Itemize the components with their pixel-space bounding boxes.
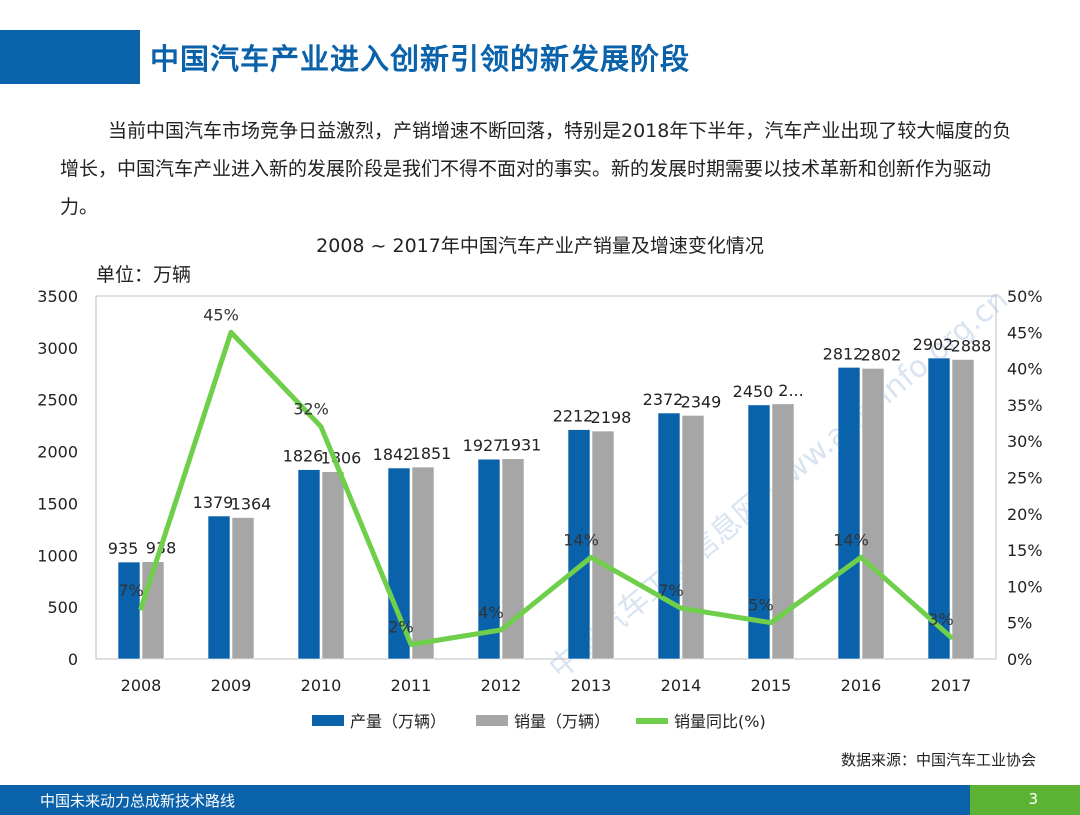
bar-sales xyxy=(771,403,795,660)
title-accent-bar xyxy=(0,30,140,84)
bar-production-label: 1842 xyxy=(373,445,414,464)
legend-swatch-production xyxy=(312,715,344,726)
growth-point-label: 45% xyxy=(203,305,239,324)
y-left-tick-label: 2000 xyxy=(37,443,78,462)
bar-sales-label: 1851 xyxy=(411,444,452,463)
bar-sales xyxy=(411,466,435,660)
growth-point-label: 32% xyxy=(293,400,329,419)
bar-production xyxy=(297,469,321,660)
y-right-tick-label: 35% xyxy=(1007,396,1043,415)
bar-production-label: 2812 xyxy=(823,344,864,363)
bar-production xyxy=(567,429,591,660)
x-tick-label: 2008 xyxy=(121,676,162,695)
bar-sales-label: 2198 xyxy=(591,408,632,427)
bar-production-label: 1927 xyxy=(463,436,504,455)
y-left-tick-label: 3500 xyxy=(37,287,78,306)
bar-production xyxy=(657,412,681,660)
y-right-tick-label: 25% xyxy=(1007,469,1043,488)
bar-sales xyxy=(321,471,345,660)
bar-sales-label: 1931 xyxy=(501,436,542,455)
footer-bar: 中国未来动力总成新技术路线 3 xyxy=(0,785,1080,815)
footer-accent: 3 xyxy=(970,785,1080,815)
bar-production-label: 2372 xyxy=(643,390,684,409)
intro-text: 当前中国汽车市场竞争日益激烈，产销增速不断回落，特别是2018年下半年，汽车产业… xyxy=(60,120,1012,218)
bar-production-label: 2902 xyxy=(913,335,954,354)
y-left-tick-label: 3000 xyxy=(37,339,78,358)
bar-production-label: 2212 xyxy=(553,407,594,426)
intro-paragraph: 当前中国汽车市场竞争日益激烈，产销增速不断回落，特别是2018年下半年，汽车产业… xyxy=(60,112,1020,226)
growth-line xyxy=(138,329,954,647)
y-right-tick-label: 40% xyxy=(1007,360,1043,379)
plot-area xyxy=(95,295,997,660)
bar-sales xyxy=(951,359,975,660)
growth-point-label: 7% xyxy=(658,581,683,600)
y-left-tick-label: 0 xyxy=(68,650,78,669)
bar-production-label: 1826 xyxy=(283,447,324,466)
growth-point-label: 4% xyxy=(478,603,503,622)
bar-sales-label: 2349 xyxy=(681,392,722,411)
bar-sales-label: 1806 xyxy=(321,449,362,468)
y-left-tick-label: 1000 xyxy=(37,546,78,565)
x-tick-label: 2017 xyxy=(931,676,972,695)
growth-point-label: 2% xyxy=(388,617,413,636)
bar-sales-label: 2802 xyxy=(861,345,902,364)
x-tick-label: 2010 xyxy=(301,676,342,695)
x-tick-label: 2012 xyxy=(481,676,522,695)
x-tick-label: 2016 xyxy=(841,676,882,695)
bar-sales xyxy=(681,415,705,660)
x-tick-label: 2014 xyxy=(661,676,702,695)
legend-label: 销量（万辆） xyxy=(514,712,610,731)
y-right-tick-label: 0% xyxy=(1007,650,1032,669)
y-left-tick-label: 1500 xyxy=(37,494,78,513)
bar-sales xyxy=(501,458,525,660)
y-right-tick-label: 45% xyxy=(1007,323,1043,342)
growth-point-label: 5% xyxy=(748,596,773,615)
data-source: 数据来源：中国汽车工业协会 xyxy=(841,751,1036,769)
y-right-tick-label: 10% xyxy=(1007,577,1043,596)
x-tick-label: 2011 xyxy=(391,676,432,695)
bar-production-label: 935 xyxy=(108,539,139,558)
chart-title: 2008 ~ 2017年中国汽车产业产销量及增速变化情况 xyxy=(316,235,764,257)
page-title: 中国汽车产业进入创新引领的新发展阶段 xyxy=(150,42,691,76)
x-tick-label: 2009 xyxy=(211,676,252,695)
y-right-tick-label: 5% xyxy=(1007,614,1032,633)
bar-sales xyxy=(591,430,615,660)
y-right-tick-label: 15% xyxy=(1007,541,1043,560)
x-tick-label: 2015 xyxy=(751,676,792,695)
bar-production-label: 1379 xyxy=(193,493,234,512)
growth-point-label: 7% xyxy=(118,581,143,600)
footer-text: 中国未来动力总成新技术路线 xyxy=(40,792,236,810)
unit-label: 单位：万辆 xyxy=(96,264,191,286)
y-left-tick-label: 2500 xyxy=(37,391,78,410)
legend-swatch-sales xyxy=(476,715,508,726)
x-tick-label: 2013 xyxy=(571,676,612,695)
page-number: 3 xyxy=(1028,790,1038,808)
bar-sales xyxy=(231,517,255,660)
y-right-tick-label: 20% xyxy=(1007,505,1043,524)
bar-sales-label: 2888 xyxy=(951,336,992,355)
bar-production xyxy=(837,367,861,660)
bar-production xyxy=(477,458,501,660)
y-right-tick-label: 30% xyxy=(1007,432,1043,451)
legend-label: 产量（万辆） xyxy=(350,712,446,731)
y-left-tick-label: 500 xyxy=(47,598,78,617)
legend-label: 销量同比(%) xyxy=(674,712,766,731)
growth-point-label: 3% xyxy=(928,610,953,629)
growth-point-label: 14% xyxy=(833,530,869,549)
bar-sales xyxy=(861,368,885,660)
bar-production xyxy=(927,357,951,660)
bar-production xyxy=(387,467,411,660)
growth-point-label: 14% xyxy=(563,530,599,549)
bar-production xyxy=(747,404,771,660)
bar-production xyxy=(207,515,231,660)
bar-production-label: 2450 xyxy=(733,382,774,401)
bar-sales-label: 2... xyxy=(778,381,803,400)
y-right-tick-label: 50% xyxy=(1007,287,1043,306)
bar-sales-label: 1364 xyxy=(231,495,272,514)
bar-production xyxy=(117,561,141,660)
